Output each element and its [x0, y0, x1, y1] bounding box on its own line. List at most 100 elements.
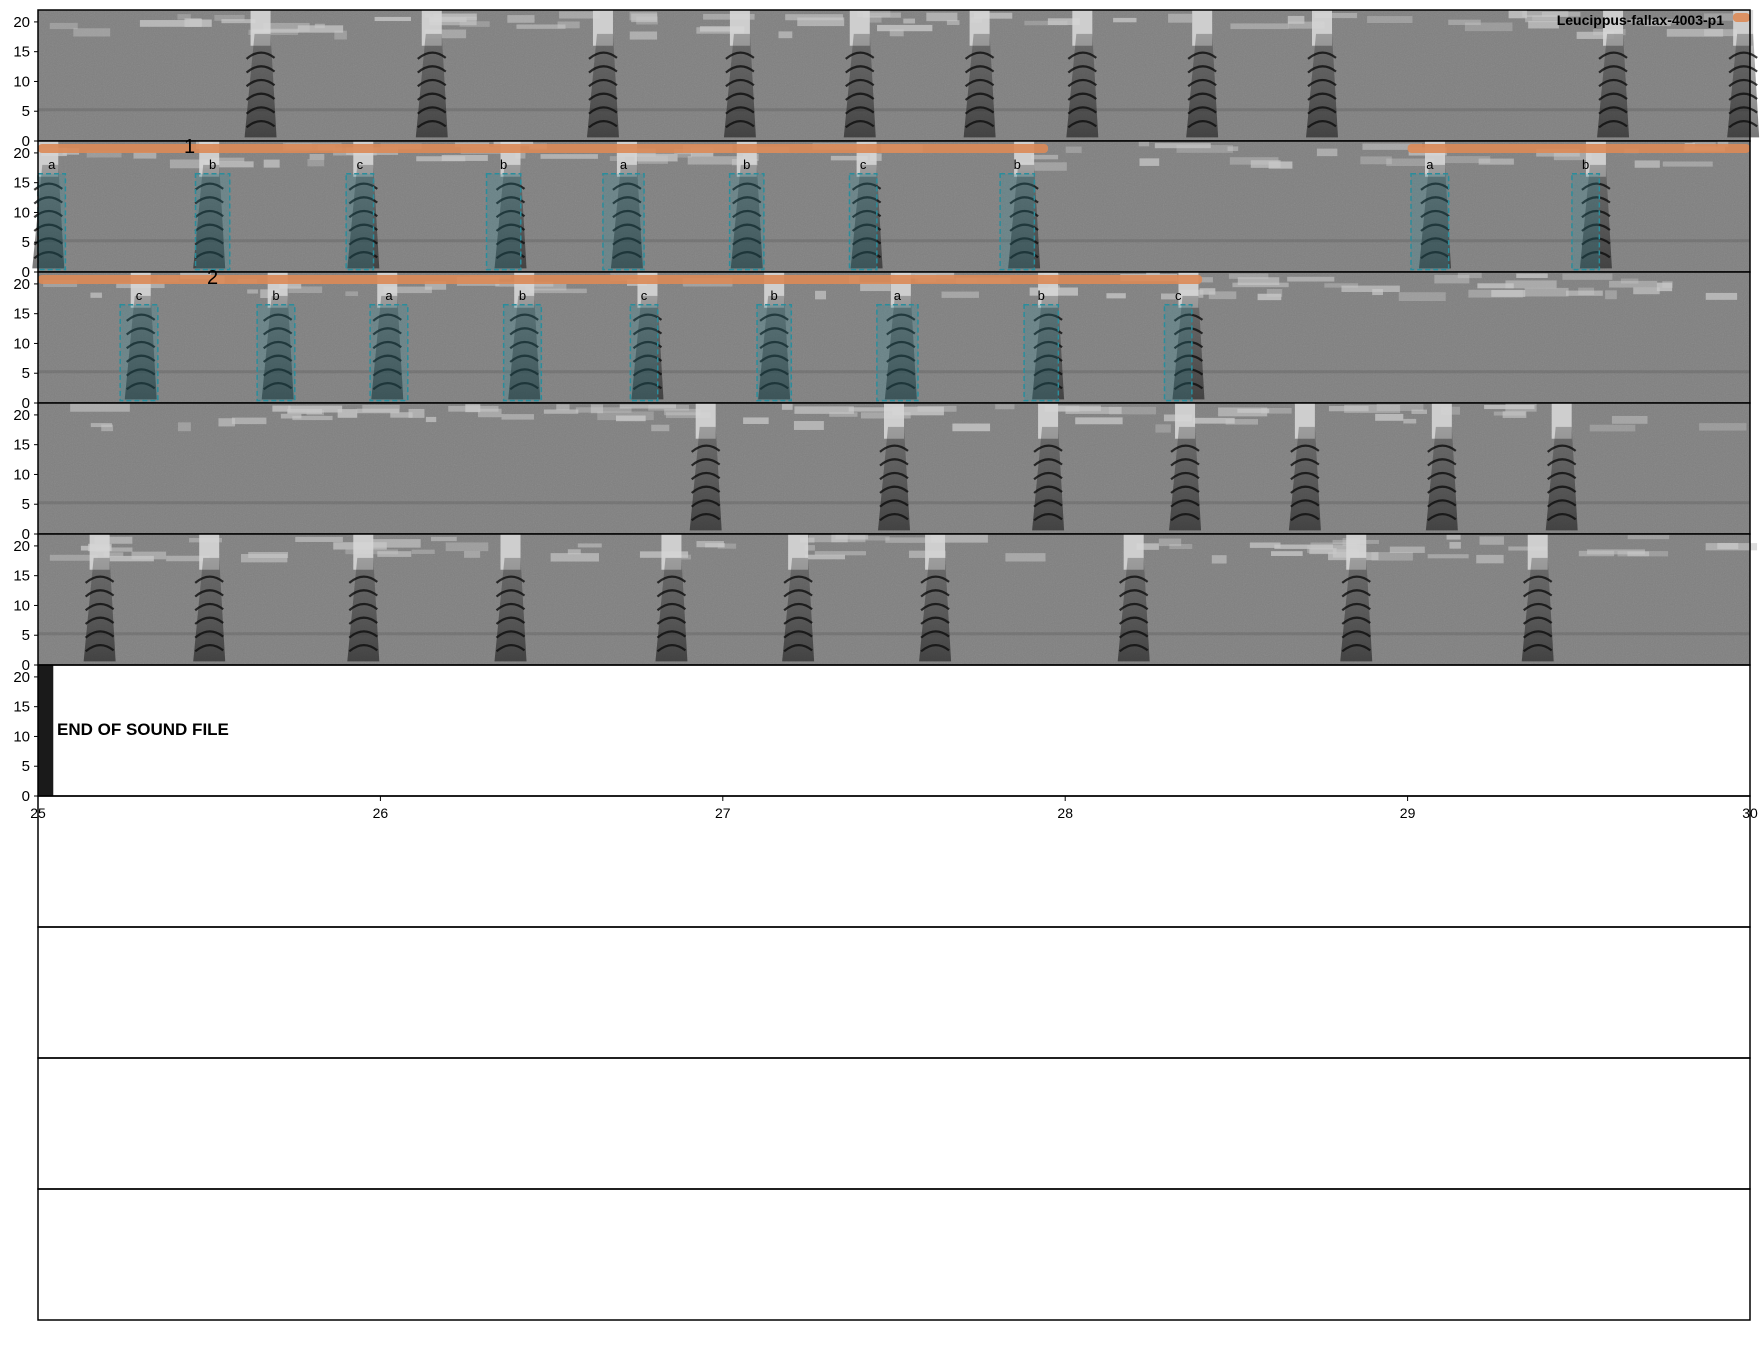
noise-patch: [1553, 152, 1592, 161]
call-body: [193, 164, 226, 269]
noise-patch: [862, 12, 901, 18]
noise-patch: [1508, 546, 1547, 551]
low-frequency-hum: [38, 632, 1750, 636]
call: [1066, 10, 1099, 138]
spectrogram-row-10: [37, 1188, 1751, 1321]
noise-patch: [1662, 161, 1713, 167]
noise-patch: [946, 20, 960, 25]
noise-patch: [1367, 16, 1413, 24]
syllable-label: a: [894, 288, 902, 303]
call-harmonic: [656, 575, 687, 584]
noise-patch: [634, 153, 678, 162]
call-harmonic: [1290, 444, 1320, 453]
syllable-label: c: [357, 157, 364, 172]
noise-patch: [464, 551, 481, 558]
call-harmonic: [495, 251, 526, 260]
noise-patch: [848, 407, 900, 412]
call-harmonic: [1033, 485, 1063, 494]
syllable-label: b: [743, 157, 750, 172]
noise-patch: [263, 22, 310, 32]
call-harmonic: [126, 313, 156, 322]
syllable-annotation-box: [256, 304, 296, 402]
call-body: [1169, 426, 1202, 531]
call-harmonic: [725, 78, 755, 88]
call-harmonic: [33, 209, 63, 219]
row-frame: [37, 664, 1751, 797]
call-harmonic: [725, 92, 755, 101]
noise-patch: [73, 28, 111, 37]
call-harmonic: [33, 196, 63, 205]
syllable-label: b: [519, 288, 526, 303]
call-harmonic: [1173, 354, 1204, 363]
call-harmonic: [845, 65, 875, 74]
y-tick-label: 10: [13, 728, 30, 745]
syllable-annotation-box: [502, 304, 543, 402]
noise-patch: [501, 414, 534, 420]
y-tick-label: 10: [13, 73, 30, 90]
noise-patch: [1287, 276, 1335, 282]
high-frequency-band: [49, 534, 1758, 564]
noise-patch: [850, 536, 890, 541]
noise-patch: [424, 281, 447, 290]
syllable-annotation-box: [848, 173, 878, 271]
noise-patch: [1309, 548, 1337, 555]
noise-patch: [629, 31, 658, 40]
y-tick-label: 5: [22, 234, 30, 251]
noise-patch: [703, 13, 755, 20]
spectrogram-row-8: [37, 926, 1751, 1059]
call-harmonic: [126, 368, 156, 377]
noise-patch: [477, 408, 502, 418]
syllable-annotation-box: [728, 173, 765, 271]
call-body: [843, 33, 876, 138]
noise-patch: [231, 417, 267, 425]
syllable-label: b: [1014, 157, 1021, 172]
call-harmonic: [1427, 458, 1457, 467]
call-harmonic: [1033, 444, 1063, 453]
call: [782, 534, 815, 662]
call-body: [1418, 164, 1451, 269]
call-harmonic: [1118, 575, 1149, 584]
y-tick-label: 0: [22, 788, 30, 805]
call-harmonic: [759, 354, 789, 363]
call: [963, 10, 996, 138]
call-harmonic: [348, 602, 378, 612]
call-harmonic: [845, 120, 875, 129]
call-harmonic: [783, 630, 813, 639]
call-harmonic: [348, 182, 378, 191]
call-body: [723, 33, 756, 138]
noise-patch: [567, 549, 581, 555]
call-harmonic: [1598, 106, 1628, 115]
call-harmonic: [690, 444, 721, 453]
call-harmonic: [348, 575, 378, 584]
call-harmonic: [612, 182, 642, 191]
call-harmonic: [1033, 499, 1063, 508]
noise-patch: [306, 410, 325, 416]
noise-patch: [411, 549, 435, 554]
noise-patch: [390, 412, 413, 418]
call-harmonic: [417, 78, 447, 88]
noise-patch: [1528, 20, 1559, 29]
call-harmonic: [1728, 78, 1758, 88]
call-harmonic: [84, 644, 115, 653]
call-harmonic: [783, 644, 813, 653]
noise-patch: [221, 19, 256, 24]
call-harmonic: [417, 51, 447, 60]
call-harmonic: [1341, 575, 1371, 584]
call-harmonic: [851, 251, 882, 260]
noise-patch: [186, 19, 212, 27]
call-harmonic: [588, 51, 618, 60]
noise-patch: [1524, 287, 1569, 297]
syllable-label: a: [620, 157, 628, 172]
noise-patch: [169, 159, 211, 169]
call-harmonic: [1033, 368, 1063, 377]
call-harmonic: [245, 78, 276, 88]
noise-patch: [835, 534, 869, 540]
call-harmonic: [1067, 65, 1097, 74]
call-harmonic: [879, 513, 909, 522]
syllable-label: b: [500, 157, 507, 172]
noise-patch: [1139, 158, 1160, 166]
call-harmonic: [1290, 471, 1320, 481]
call-harmonic: [656, 644, 687, 653]
call-harmonic: [759, 382, 789, 391]
call-harmonic: [495, 209, 526, 219]
